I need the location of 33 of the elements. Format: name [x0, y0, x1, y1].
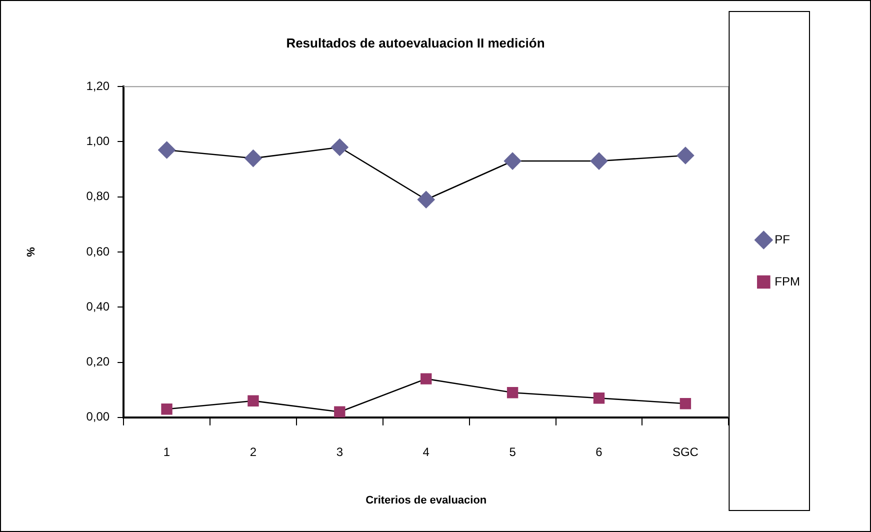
point — [161, 404, 172, 415]
y-axis-title: % — [26, 246, 38, 257]
point — [244, 150, 262, 167]
legend-label: FPM — [774, 274, 800, 288]
x-tick-label: 5 — [509, 444, 516, 459]
point — [590, 152, 608, 170]
point — [417, 190, 435, 208]
point — [506, 386, 518, 398]
point — [420, 373, 432, 384]
point — [331, 138, 348, 156]
x-axis-title: Criterios de evaluacion — [366, 494, 487, 506]
point — [504, 152, 522, 170]
point — [593, 392, 605, 404]
y-tick-label: 0,00 — [86, 410, 110, 424]
x-tick-label: SGC — [672, 444, 699, 459]
y-tick-label: 0,60 — [86, 244, 110, 258]
point — [158, 141, 176, 159]
x-tick-label: 1 — [163, 444, 170, 459]
x-tick-label: 6 — [596, 444, 603, 459]
y-tick-label: 0,80 — [86, 189, 110, 204]
chart-title: Resultados de autoevaluacion II medición — [286, 35, 545, 50]
y-tick-label: 1,00 — [86, 134, 110, 148]
y-tick-label: 0,20 — [86, 354, 110, 369]
point — [680, 398, 692, 410]
x-tick-label: 3 — [336, 444, 344, 459]
point — [334, 406, 346, 418]
x-tick-label: 4 — [422, 444, 430, 459]
y-tick-label: 1,20 — [86, 78, 110, 93]
y-tick-label: 0,40 — [86, 299, 110, 314]
legend-label: PF — [774, 232, 790, 246]
x-tick-label: 2 — [250, 444, 257, 459]
point — [676, 146, 694, 164]
point — [248, 395, 259, 406]
